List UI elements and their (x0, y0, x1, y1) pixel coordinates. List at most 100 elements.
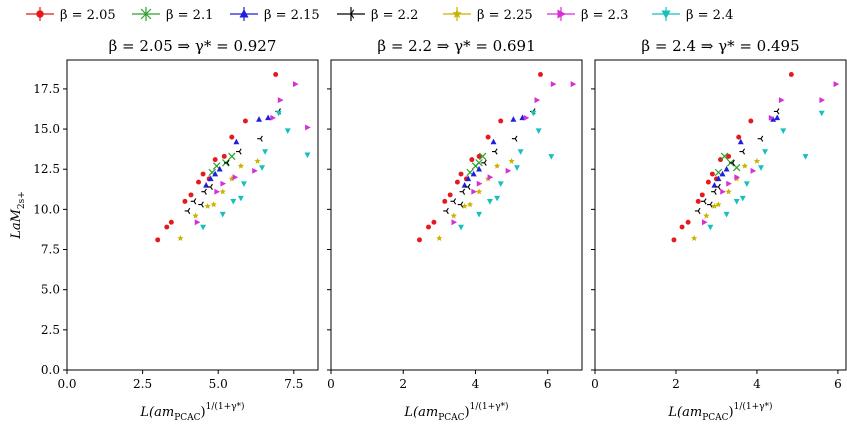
data-point (802, 154, 809, 160)
data-point (818, 110, 825, 117)
legend-item-0: β = 2.05 (26, 7, 116, 23)
data-point (715, 201, 722, 208)
data-point (447, 192, 453, 198)
data-point (510, 116, 517, 122)
series-2.05 (155, 71, 279, 243)
data-point (270, 114, 276, 121)
data-point (720, 188, 726, 195)
x-axis-label-part: 1/(1+γ*) (734, 401, 773, 412)
series-2.3 (194, 81, 311, 226)
panel-2: β = 2.2 ⇒ γ* = 0.691 0 2 4 6 L(amPCAC)1/(1+γ*… (327, 37, 583, 423)
legend-marker (36, 10, 44, 18)
data-point (729, 159, 735, 166)
x-tick-label: 7.5 (284, 377, 303, 391)
x-tick-label: 0 (327, 377, 335, 391)
plot-frame (330, 59, 583, 371)
legend-marker (140, 8, 152, 20)
data-point (214, 188, 220, 195)
data-point (184, 207, 191, 215)
data-point (229, 134, 235, 140)
data-point (232, 174, 239, 181)
data-point (833, 81, 840, 88)
data-point (219, 188, 226, 195)
data-point (497, 181, 504, 187)
data-point (242, 118, 248, 124)
series-2.05 (671, 71, 794, 243)
data-point (304, 152, 311, 159)
data-point (458, 224, 464, 231)
data-point (228, 175, 235, 182)
data-point (252, 167, 258, 174)
data-point (230, 199, 237, 205)
data-point (450, 212, 457, 219)
data-point (464, 183, 471, 190)
data-point (237, 162, 245, 169)
data-point (819, 97, 826, 104)
data-point (770, 116, 777, 122)
series-2.4 (707, 110, 825, 231)
data-point (442, 198, 448, 204)
data-point (733, 199, 740, 205)
x-tick-label: 4 (753, 377, 761, 391)
data-point (768, 114, 775, 121)
data-point (476, 180, 483, 187)
x-axis-label-part: L(am (667, 405, 702, 420)
data-point (726, 153, 732, 159)
data-point (705, 179, 711, 185)
data-point (739, 148, 746, 155)
data-point (451, 219, 458, 226)
x-tick-label: 2.5 (133, 377, 152, 391)
x-axis-label-part: 1/(1+γ*) (206, 401, 245, 412)
x-tick-label: 6 (544, 377, 552, 391)
legend-marker (661, 10, 671, 19)
data-point (212, 170, 219, 177)
data-point (517, 149, 524, 155)
data-point (757, 135, 764, 142)
data-point (277, 97, 284, 104)
data-point (530, 110, 537, 117)
data-point (720, 152, 729, 161)
data-point (216, 165, 223, 172)
x-axis-label-part: PCAC (438, 413, 464, 423)
data-point (691, 234, 698, 241)
panel-3: β = 2.4 ⇒ γ* = 0.495 0 2 4 6 L(amPCAC)1/(1+γ*… (591, 37, 847, 423)
series-2.15 (203, 114, 272, 188)
data-point (223, 159, 230, 166)
data-point (514, 165, 520, 171)
data-point (236, 148, 242, 155)
data-point (476, 211, 483, 218)
data-point (726, 180, 732, 187)
series-2.15 (711, 114, 781, 188)
data-point (207, 175, 214, 182)
data-point (476, 153, 482, 159)
data-point (200, 171, 206, 177)
data-point (490, 138, 497, 145)
x-tick-label: 5.0 (209, 377, 228, 391)
series-2.1 (466, 152, 487, 177)
data-point (458, 171, 464, 177)
data-point (461, 181, 468, 188)
data-point (305, 124, 311, 131)
series-2.3 (451, 81, 577, 226)
plot-frame (66, 59, 319, 371)
legend-label: β = 2.2 (371, 8, 418, 23)
series-2.2 (694, 108, 780, 215)
data-point (471, 188, 477, 195)
x-axis-label-part: L(am (403, 405, 438, 420)
data-point (748, 118, 754, 124)
data-point (774, 114, 781, 121)
data-point (505, 167, 512, 174)
data-point (570, 81, 577, 88)
data-point (233, 138, 240, 145)
y-tick-label: 10.0 (33, 202, 60, 216)
data-point (469, 157, 475, 163)
x-axis-label: L(amPCAC)1/(1+γ*) (139, 401, 244, 423)
legend-item-6: β = 2.4 (652, 7, 733, 23)
x-axis-label-part: PCAC (702, 413, 728, 423)
data-point (725, 188, 732, 195)
data-point (257, 135, 263, 142)
data-point (715, 183, 721, 190)
legend-item-1: β = 2.1 (132, 7, 213, 23)
data-point (443, 207, 449, 215)
